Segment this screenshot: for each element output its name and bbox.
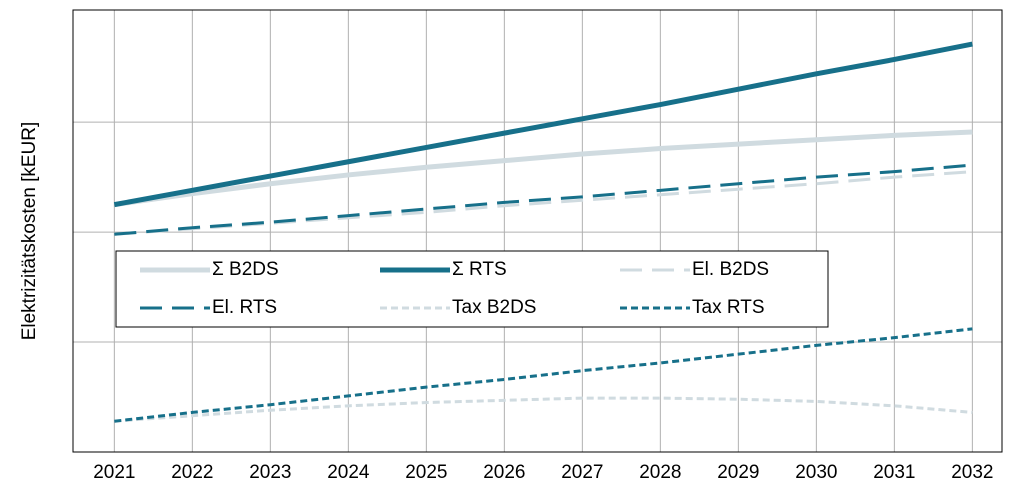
legend-label: Σ RTS — [452, 259, 507, 280]
x-tick-label: 2032 — [951, 462, 993, 483]
legend-box — [115, 250, 829, 328]
legend-label: Tax B2DS — [452, 297, 536, 318]
plot-frame — [72, 9, 1003, 453]
x-tick-label: 2028 — [639, 462, 681, 483]
x-tick-label: 2030 — [795, 462, 837, 483]
series-line — [113, 129, 973, 208]
x-tick-label: 2025 — [405, 462, 447, 483]
y-axis-label: Elektrizitätskosten [kEUR] — [19, 122, 40, 341]
series-line — [114, 327, 973, 423]
series-line — [113, 41, 973, 208]
legend-label: El. RTS — [212, 297, 277, 318]
x-tick-label: 2026 — [483, 462, 525, 483]
x-tick-label: 2031 — [873, 462, 915, 483]
x-tick-label: 2022 — [171, 462, 213, 483]
legend-label: Σ B2DS — [212, 259, 279, 280]
x-tick-label: 2029 — [717, 462, 759, 483]
series-line — [114, 163, 973, 236]
series-line — [114, 396, 973, 423]
x-tick-label: 2023 — [249, 462, 291, 483]
x-tick-label: 2024 — [327, 462, 370, 483]
legend-label: El. B2DS — [692, 259, 769, 280]
legend-label: Tax RTS — [692, 297, 765, 318]
x-tick-label: 2027 — [561, 462, 603, 483]
x-tick-label: 2021 — [93, 462, 135, 483]
